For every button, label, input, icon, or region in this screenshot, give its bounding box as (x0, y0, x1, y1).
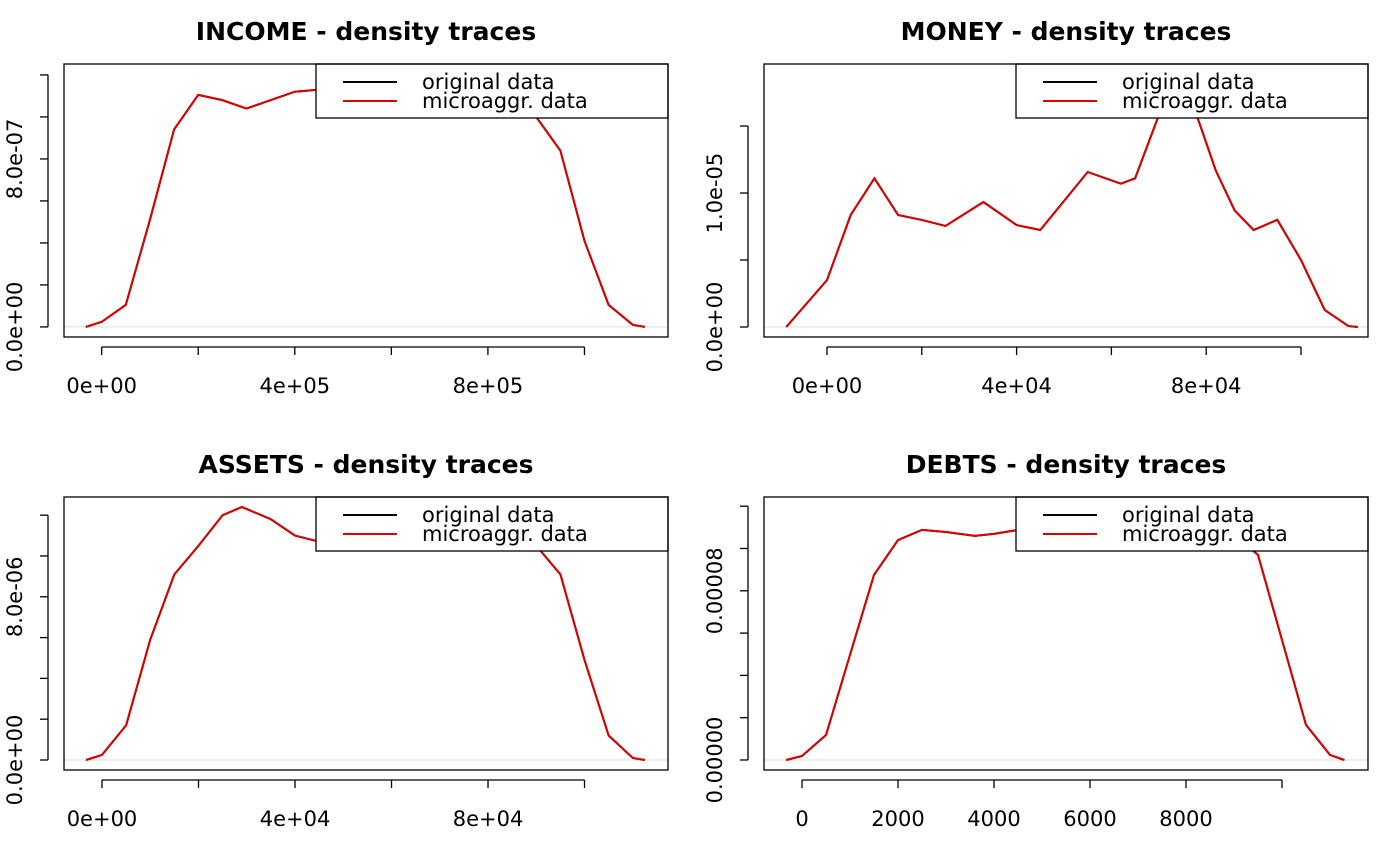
panel: DEBTS - density traces 0 2000 4000 6000 8000 0… (703, 450, 1369, 831)
legend-label: original data (422, 70, 554, 94)
y-tick-label: 0.0e+00 (703, 282, 727, 373)
x-tick-label: 8000 (1159, 807, 1212, 831)
y-tick-label: 0.0e+00 (3, 282, 27, 373)
x-tick-label: 8e+04 (453, 807, 524, 831)
x-tick-label: 6000 (1063, 807, 1116, 831)
panel: ASSETS - density traces 0e+00 4e+04 8e+04 0.… (3, 450, 669, 831)
x-tick-label: 0e+00 (792, 374, 863, 398)
legend-label: microaggr. data (1122, 522, 1288, 546)
plot-frame (63, 496, 669, 771)
y-tick-label: 0.00000 (703, 717, 727, 804)
x-tick-label: 0e+00 (67, 807, 138, 831)
legend-label: original data (422, 503, 554, 527)
plot-frame (63, 63, 669, 338)
legend-box (315, 496, 669, 552)
chart-title: MONEY - density traces (901, 17, 1232, 46)
x-tick-label: 4e+04 (260, 807, 331, 831)
chart-title: ASSETS - density traces (198, 450, 533, 479)
y-tick-label: 0.00008 (703, 547, 727, 634)
x-tick-label: 8e+05 (453, 374, 524, 398)
x-tick-label: 4e+04 (981, 374, 1052, 398)
legend-label: original data (1122, 70, 1254, 94)
density-line (785, 88, 1358, 329)
plot-frame (763, 63, 1369, 338)
y-tick-label: 0.0e+00 (3, 715, 27, 806)
x-tick-label: 0e+00 (66, 374, 137, 398)
legend-box (1015, 63, 1369, 119)
y-tick-label: 1.0e-05 (703, 153, 727, 234)
x-tick-label: 8e+04 (1171, 374, 1242, 398)
x-tick-label: 0 (795, 807, 808, 831)
x-tick-label: 2000 (871, 807, 924, 831)
plot-frame (763, 496, 1369, 771)
density-line (85, 88, 645, 328)
legend-label: microaggr. data (422, 522, 588, 546)
density-line (785, 88, 1358, 329)
legend-box (315, 63, 669, 119)
legend-label: microaggr. data (422, 89, 588, 113)
chart-title: INCOME - density traces (196, 17, 536, 46)
legend-box (1015, 496, 1369, 552)
legend-label: original data (1122, 503, 1254, 527)
x-tick-label: 4000 (967, 807, 1020, 831)
x-tick-label: 4e+05 (259, 374, 330, 398)
y-tick-label: 8.0e-07 (3, 119, 27, 200)
legend-label: microaggr. data (1122, 89, 1288, 113)
y-tick-label: 8.0e-06 (3, 556, 27, 637)
panel: MONEY - density traces 0e+00 4e+04 8e+04 0.0… (703, 17, 1369, 398)
panel: INCOME - density traces 0e+00 4e+05 8e+05 0.… (3, 17, 669, 398)
density-line (785, 528, 1345, 761)
chart-title: DEBTS - density traces (906, 450, 1227, 479)
density-line (85, 88, 645, 328)
